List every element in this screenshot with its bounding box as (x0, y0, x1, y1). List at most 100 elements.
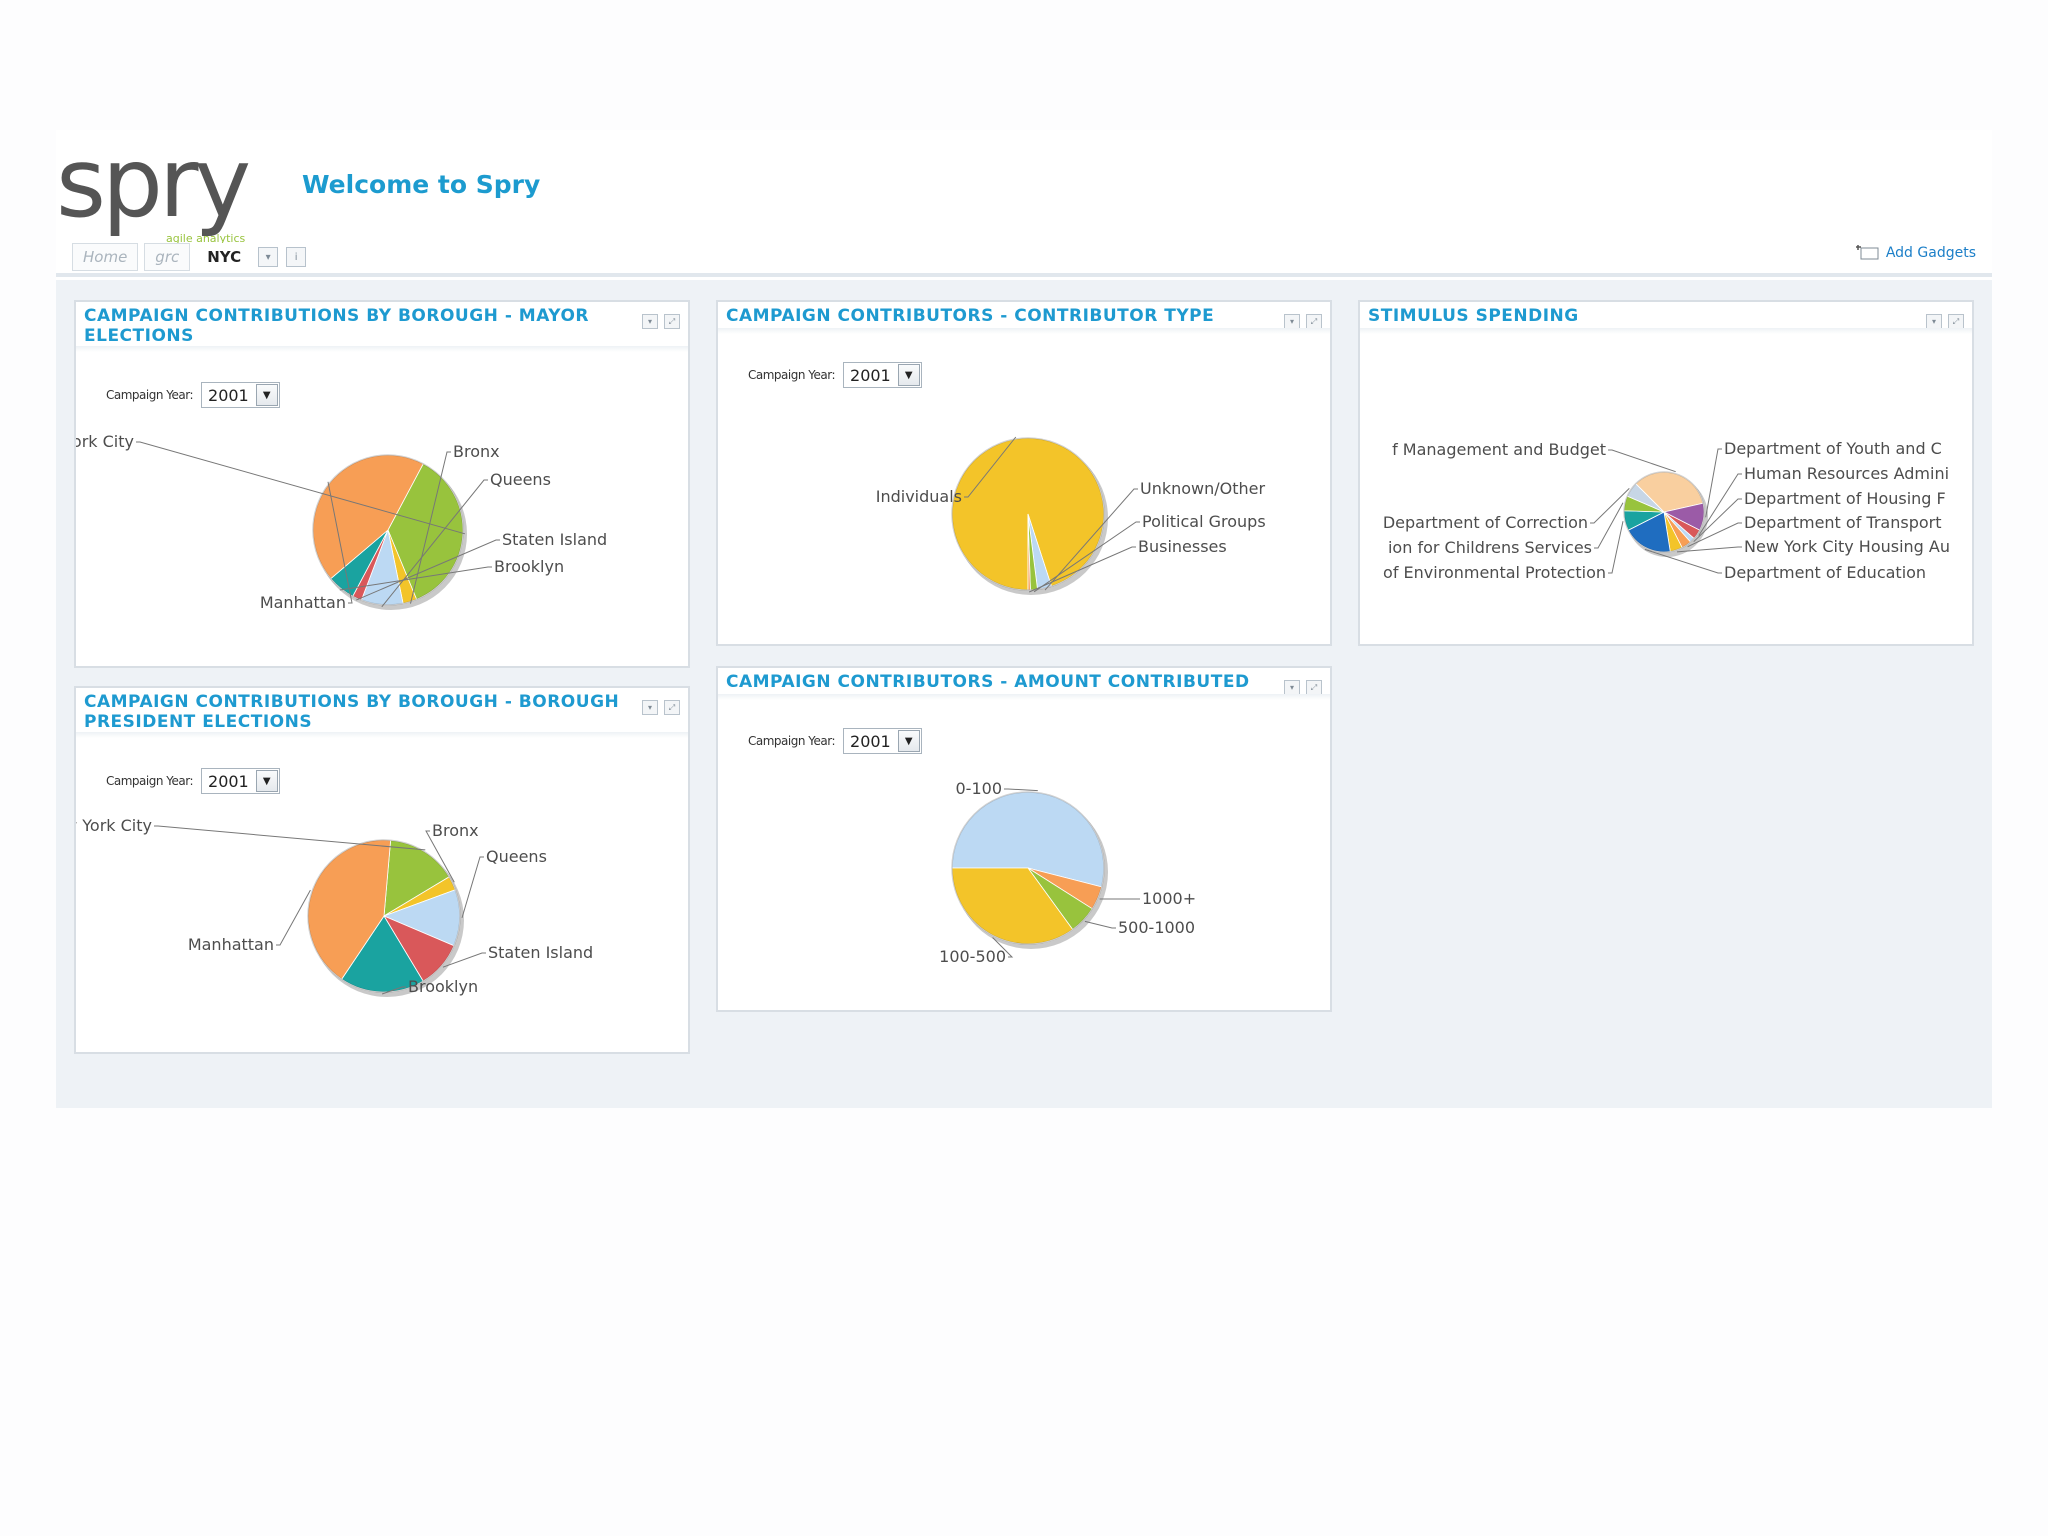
pie-chart-amount-contributed: 0-100 1000+ 500-1000 100-500 (939, 779, 1196, 966)
slice-label: Department of Transport (1744, 513, 1942, 532)
leader-line (1644, 548, 1722, 574)
slice-label: Staten Island (488, 943, 593, 962)
add-gadgets-button[interactable]: Add Gadgets (1855, 244, 1976, 262)
pie-slice[interactable] (307, 839, 392, 980)
tab-bar: Home grc NYC ▾ i (72, 242, 314, 272)
minimize-icon[interactable]: ▾ (642, 314, 658, 329)
slice-label: Manhattan (260, 593, 346, 612)
leader-line (1705, 448, 1722, 518)
slice-label: Brooklyn (408, 977, 478, 996)
app-window: spry agile analytics Welcome to Spry Hom… (56, 127, 1992, 1108)
leader-line (1698, 473, 1742, 536)
leader-line (1608, 521, 1624, 574)
slice-label: Businesses (1138, 537, 1227, 556)
panel-contributor-type: CAMPAIGN CONTRIBUTORS - CONTRIBUTOR TYPE… (716, 300, 1332, 646)
pie-chart-borough-president: Outside New York City Bronx Queens Staten I… (76, 816, 593, 997)
pie-slice[interactable] (951, 791, 1105, 888)
slice-label: Outside New York City (76, 432, 134, 451)
leader-line (136, 441, 466, 535)
dropdown-arrow-icon[interactable]: ▼ (897, 730, 920, 752)
slice-label: Department of Education (1724, 563, 1926, 582)
dropdown-arrow-icon[interactable]: ▼ (255, 384, 278, 406)
panel-mayor-elections: CAMPAIGN CONTRIBUTIONS BY BOROUGH - MAYO… (74, 300, 690, 668)
panel-title: CAMPAIGN CONTRIBUTIONS BY BOROUGH - BORO… (84, 692, 620, 732)
tab-info-icon[interactable]: i (286, 247, 307, 267)
minimize-icon[interactable]: ▾ (642, 700, 658, 715)
dropdown-arrow-icon[interactable]: ▼ (255, 770, 278, 792)
pie-rim (951, 437, 1105, 591)
popout-icon[interactable]: ⤢ (1948, 314, 1964, 329)
leader-line (1590, 488, 1630, 524)
pie-slice[interactable] (951, 867, 1074, 945)
leader-line (276, 889, 311, 946)
slice-label: of Environmental Protection (1383, 563, 1606, 582)
campaign-year-value: 2001 (208, 771, 249, 791)
tab-grc[interactable]: grc (144, 243, 191, 271)
tab-home[interactable]: Home (72, 243, 139, 271)
campaign-year-value: 2001 (850, 365, 891, 385)
leader-line (154, 825, 426, 851)
pie-slice[interactable] (383, 839, 450, 917)
panel-stimulus-spending: STIMULUS SPENDING ▾ ⤢ f Management and B… (1358, 300, 1974, 646)
pie-chart-contributor-type: Individuals Unknown/Other Political Groups… (876, 436, 1266, 595)
slice-label: New York City Housing Au (1744, 537, 1950, 556)
pie-slice[interactable] (341, 915, 424, 993)
panel-borough-president-elections: CAMPAIGN CONTRIBUTIONS BY BOROUGH - BORO… (74, 686, 690, 1054)
slice-label: Unknown/Other (1140, 479, 1266, 498)
slice-label: f Management and Budget (1392, 440, 1606, 459)
spry-logo: spry agile analytics (56, 127, 286, 254)
leader-line (1693, 498, 1742, 543)
tab-nyc[interactable]: NYC (196, 243, 253, 271)
campaign-year-label: Campaign Year: (748, 368, 836, 382)
campaign-year-label: Campaign Year: (748, 734, 836, 748)
leader-line (992, 937, 1014, 958)
slice-label: Queens (490, 470, 551, 489)
campaign-year-label: Campaign Year: (106, 388, 194, 402)
slice-label: Individuals (876, 487, 962, 506)
add-gadget-icon (1855, 245, 1879, 260)
slice-label: Outside New York City (76, 816, 152, 835)
panel-title: CAMPAIGN CONTRIBUTORS - AMOUNT CONTRIBUT… (726, 672, 1250, 692)
pie-slice[interactable] (1027, 513, 1031, 591)
slice-label: Department of Youth and C (1724, 439, 1942, 458)
pie-rim (1623, 471, 1705, 553)
slice-label: Department of Correction (1383, 513, 1588, 532)
leader-line (410, 451, 451, 604)
leader-line (1594, 502, 1624, 549)
slice-label: 500-1000 (1118, 918, 1195, 937)
slice-label: Manhattan (188, 935, 274, 954)
logo-text: spry (56, 144, 248, 239)
dropdown-arrow-icon[interactable]: ▼ (897, 364, 920, 386)
campaign-year-select[interactable]: 2001 ▼ (201, 382, 280, 408)
leader-line (425, 830, 455, 883)
leader-line (1028, 546, 1136, 593)
panel-title: CAMPAIGN CONTRIBUTORS - CONTRIBUTOR TYPE (726, 306, 1215, 326)
slice-label: Staten Island (502, 530, 607, 549)
pie-slice[interactable] (1626, 483, 1665, 513)
slice-label: Political Groups (1142, 512, 1266, 531)
pie-slice[interactable] (1627, 511, 1671, 553)
campaign-year-select[interactable]: 2001 ▼ (201, 768, 280, 794)
logo-tagline: agile analytics (166, 232, 246, 245)
tab-divider (56, 273, 1992, 277)
add-gadgets-label: Add Gadgets (1885, 245, 1976, 261)
pie-rim (951, 791, 1105, 945)
leader-line (461, 856, 484, 919)
tab-menu-icon[interactable]: ▾ (258, 247, 279, 267)
campaign-year-select[interactable]: 2001 ▼ (843, 362, 922, 388)
leader-line (1033, 521, 1140, 593)
slice-label: 100-500 (939, 947, 1006, 966)
campaign-year-select[interactable]: 2001 ▼ (843, 728, 922, 754)
pie-chart-stimulus: f Management and Budget Department of You… (1383, 439, 1950, 582)
panel-title: STIMULUS SPENDING (1368, 306, 1579, 326)
popout-icon[interactable]: ⤢ (664, 314, 680, 329)
slice-label: Department of Housing F (1744, 489, 1946, 508)
popout-icon[interactable]: ⤢ (664, 700, 680, 715)
minimize-icon[interactable]: ▾ (1284, 314, 1300, 329)
pie-slice[interactable] (1635, 471, 1704, 513)
pie-rim (312, 454, 464, 606)
minimize-icon[interactable]: ▾ (1926, 314, 1942, 329)
panel-title: CAMPAIGN CONTRIBUTIONS BY BOROUGH - MAYO… (84, 306, 589, 346)
slice-label: Brooklyn (494, 557, 564, 576)
slice-label: 0-100 (956, 779, 1003, 798)
